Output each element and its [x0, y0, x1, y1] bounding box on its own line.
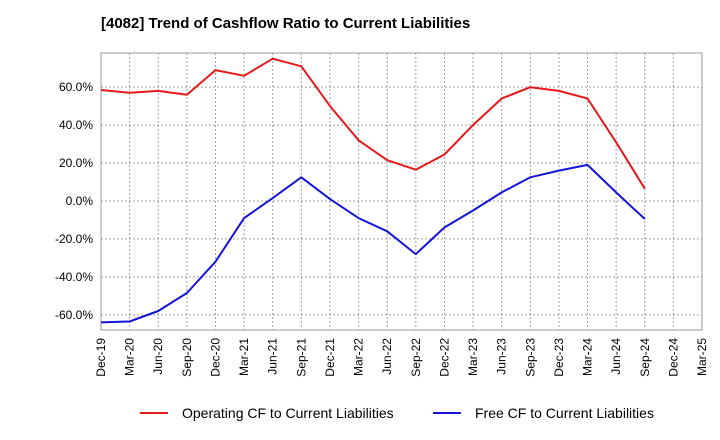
y-tick-label: -60.0%: [55, 308, 93, 322]
plot-frame: [100, 52, 703, 331]
y-tick-label: -40.0%: [55, 270, 93, 284]
x-tick-label: Jun-22: [380, 338, 394, 375]
x-tick-label: Sep-22: [409, 338, 423, 377]
legend-label-free-cf: Free CF to Current Liabilities: [475, 405, 654, 421]
legend-item-free-cf: Free CF to Current Liabilities: [433, 405, 654, 421]
legend-swatch-free-cf: [433, 412, 461, 414]
x-tick-label: Sep-21: [294, 338, 308, 377]
x-tick-label: Mar-20: [123, 338, 137, 376]
x-tick-label: Mar-25: [695, 338, 709, 376]
x-tick-label: Dec-22: [437, 338, 451, 377]
y-tick-label: 40.0%: [59, 118, 93, 132]
x-tick-label: Sep-23: [523, 338, 537, 377]
x-tick-label: Dec-19: [94, 338, 108, 377]
chart-title: [4082] Trend of Cashflow Ratio to Curren…: [101, 15, 471, 32]
x-tick-label: Dec-23: [552, 338, 566, 377]
x-tick-label: Mar-22: [352, 338, 366, 376]
x-tick-label: Dec-20: [208, 338, 222, 377]
y-tick-label: 20.0%: [59, 156, 93, 170]
x-tick-label: Jun-20: [151, 338, 165, 375]
series-line-free-cf: [100, 163, 646, 324]
x-tick-label: Mar-21: [237, 338, 251, 376]
x-tick-label: Jun-23: [495, 338, 509, 375]
grid-layer: [101, 53, 702, 330]
x-tick-label: Dec-24: [666, 338, 680, 377]
y-tick-label: -20.0%: [55, 232, 93, 246]
series-layer: [100, 57, 646, 324]
x-tick-label: Mar-23: [466, 338, 480, 376]
legend-item-operating-cf: Operating CF to Current Liabilities: [140, 405, 394, 421]
x-tick-label: Jun-21: [266, 338, 280, 375]
series-line-operating-cf: [100, 57, 646, 190]
legend-label-operating-cf: Operating CF to Current Liabilities: [182, 405, 394, 421]
x-tick-label: Mar-24: [581, 338, 595, 376]
legend-swatch-operating-cf: [140, 412, 168, 414]
x-tick-label: Dec-21: [323, 338, 337, 377]
y-tick-label: 0.0%: [66, 194, 94, 208]
x-tick-label: Sep-24: [638, 338, 652, 377]
x-tick-labels: Dec-19 Mar-20 Jun-20 Sep-20 Dec-20 Mar-21 Jun-…: [94, 338, 709, 377]
x-tick-label: Jun-24: [609, 338, 623, 375]
y-tick-labels: 60.0% 40.0% 20.0% 0.0% -20.0% -40.0% -60.0%: [55, 80, 93, 322]
x-tick-label: Sep-20: [180, 338, 194, 377]
y-tick-label: 60.0%: [59, 80, 93, 94]
